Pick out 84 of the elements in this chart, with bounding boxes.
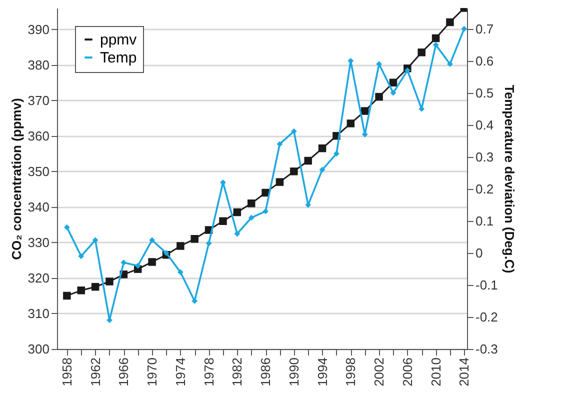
- point: [432, 42, 439, 48]
- y2-tick-label: 0.2: [476, 181, 494, 196]
- point: [346, 120, 355, 128]
- x-tick-label: 1970: [144, 358, 160, 386]
- point: [234, 230, 240, 237]
- point: [149, 237, 156, 244]
- point: [148, 258, 156, 266]
- point: [432, 34, 440, 42]
- point: [77, 286, 85, 294]
- point: [276, 178, 284, 186]
- y2-tick-label: 0.4: [476, 117, 494, 132]
- point: [63, 292, 71, 300]
- point: [92, 237, 98, 244]
- legend-label: Temp: [100, 50, 137, 66]
- x-tick-label: 2006: [400, 358, 415, 386]
- x-tick-label: 2002: [372, 358, 387, 386]
- point: [190, 235, 198, 243]
- y2-tick-label: 0.5: [476, 85, 494, 100]
- y-tick-label: 320: [28, 270, 50, 286]
- point: [78, 253, 84, 260]
- point: [418, 48, 426, 56]
- point: [447, 61, 453, 67]
- x-tick-label: 1990: [286, 358, 302, 386]
- y-tick-label: 360: [28, 128, 50, 144]
- y2-tick-label: 0.7: [476, 21, 494, 36]
- y2-tick-label: -0.1: [476, 277, 498, 292]
- point: [404, 67, 410, 74]
- x-tick-label: 1982: [230, 358, 245, 386]
- point: [206, 240, 212, 246]
- point: [233, 208, 242, 216]
- x-tick-label: 1958: [59, 358, 74, 386]
- point: [390, 90, 396, 96]
- x-tick-label: 1998: [343, 358, 358, 386]
- point: [248, 214, 254, 221]
- y-axis-title: CO₂ concentration (ppmv): [8, 98, 24, 260]
- y-tick-label: 340: [28, 199, 50, 214]
- point: [64, 224, 70, 230]
- x-tick-label: 1986: [258, 358, 274, 386]
- y2-tick-label: 0.3: [476, 149, 494, 164]
- x-tick-label: 1974: [172, 358, 188, 386]
- y2-tick-label: -0.2: [476, 309, 498, 324]
- point: [106, 278, 114, 286]
- x-tick-label: 1962: [88, 358, 103, 386]
- point: [290, 128, 297, 134]
- y2-axis-title: Temperature deviation (Deg.C): [502, 84, 517, 274]
- x-tick-label: 1978: [201, 358, 216, 386]
- y-tick-label: 310: [28, 306, 50, 321]
- point: [163, 250, 170, 256]
- point: [219, 217, 227, 225]
- point: [446, 18, 454, 26]
- point: [276, 141, 283, 148]
- point: [304, 156, 312, 165]
- point: [91, 282, 100, 291]
- y2-tick-label: 0.1: [476, 213, 494, 228]
- y-tick-label: 370: [28, 92, 50, 108]
- point: [334, 150, 340, 157]
- point: [177, 269, 184, 276]
- y2-tick-label: 0: [476, 245, 483, 260]
- point: [247, 199, 256, 208]
- point: [290, 168, 298, 176]
- point: [192, 298, 198, 304]
- point: [262, 208, 269, 214]
- point: [461, 26, 467, 32]
- point: [389, 78, 398, 86]
- y2-tick-label: 0.6: [476, 53, 494, 68]
- x-tick-label: 2010: [428, 358, 444, 386]
- legend-label: ppmv: [100, 32, 138, 48]
- x-tick-label: 1966: [116, 358, 132, 386]
- point: [120, 260, 127, 266]
- y-tick-label: 380: [28, 57, 50, 72]
- point: [318, 144, 326, 152]
- y2-tick-label: -0.3: [476, 342, 498, 356]
- point: [176, 242, 184, 250]
- y-tick-label: 330: [28, 234, 50, 250]
- x-tick-label: 1994: [314, 358, 330, 386]
- point: [134, 262, 141, 269]
- point: [376, 61, 382, 67]
- point: [360, 107, 369, 115]
- point: [375, 92, 383, 101]
- y-tick-label: 350: [28, 164, 50, 179]
- point: [319, 166, 326, 173]
- y-tick-label: 300: [28, 342, 50, 356]
- x-tick-label: 2014: [456, 358, 472, 386]
- y-tick-label: 390: [28, 22, 50, 37]
